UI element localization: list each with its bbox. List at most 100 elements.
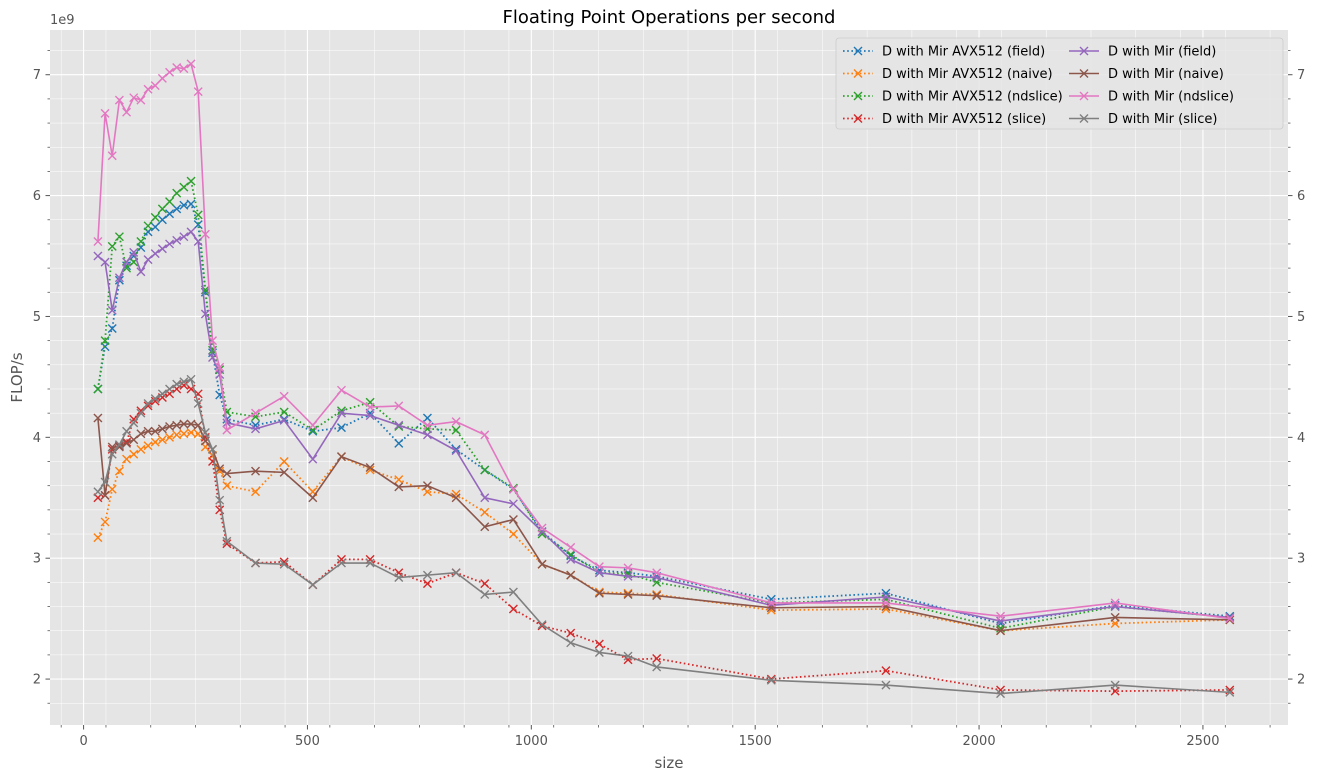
data-point: [100, 108, 110, 118]
data-point: [394, 573, 404, 583]
data-point: [537, 621, 547, 631]
data-point: [172, 204, 182, 214]
data-point: [200, 309, 210, 319]
data-point: [143, 426, 153, 436]
legend-label: D with Mir AVX512 (field): [882, 45, 1045, 60]
data-point: [93, 384, 103, 394]
data-point: [365, 402, 375, 412]
data-point: [150, 222, 160, 232]
data-point: [279, 467, 289, 477]
data-point: [136, 237, 146, 247]
data-point: [179, 200, 189, 210]
data-point: [165, 67, 175, 77]
data-point: [186, 176, 196, 186]
data-point: [308, 454, 318, 464]
y-tick-label-right: 2: [1297, 673, 1305, 688]
data-point: [193, 420, 203, 430]
data-point: [881, 680, 891, 690]
data-point: [215, 466, 225, 476]
data-point: [179, 377, 189, 387]
data-point: [336, 554, 346, 564]
data-point: [508, 499, 518, 509]
data-point: [179, 419, 189, 429]
y-tick-label: 2: [33, 673, 41, 688]
data-point: [451, 568, 461, 578]
series-7: [93, 59, 1235, 624]
data-point: [122, 438, 132, 448]
data-point: [1225, 614, 1235, 624]
data-point: [336, 558, 346, 568]
data-point: [451, 444, 461, 454]
data-point: [480, 430, 490, 440]
legend-item: D with Mir AVX512 (slice): [843, 112, 1046, 127]
y-axis-offset-label: 1e9: [50, 13, 75, 28]
data-point: [93, 533, 103, 543]
data-point: [537, 523, 547, 533]
data-point: [93, 413, 103, 423]
data-point: [107, 305, 117, 315]
data-point: [508, 484, 518, 494]
data-point: [222, 539, 232, 549]
data-point: [143, 441, 153, 451]
data-point: [165, 197, 175, 207]
y-tick-label: 5: [33, 310, 41, 325]
legend-marker: [853, 91, 863, 101]
y-axis-label: FLOP/s: [8, 352, 26, 402]
x-tick-label: 500: [295, 734, 320, 749]
data-point: [179, 182, 189, 192]
data-point: [1225, 687, 1235, 697]
data-point: [136, 406, 146, 416]
data-point: [193, 237, 203, 247]
data-point: [566, 638, 576, 648]
grid-layer: [50, 30, 1288, 725]
data-point: [136, 444, 146, 454]
data-point: [200, 428, 210, 437]
data-point: [107, 484, 117, 494]
data-point: [165, 432, 175, 442]
data-point: [251, 408, 261, 418]
y-tick-label-right: 3: [1297, 552, 1305, 567]
legend: D with Mir AVX512 (field) D with Mir AVX5…: [835, 37, 1284, 130]
data-point: [143, 401, 153, 411]
legend-item: D with Mir AVX512 (naive): [843, 67, 1053, 82]
data-point: [100, 490, 110, 500]
data-point: [157, 73, 167, 83]
data-point: [594, 587, 604, 597]
legend-item: D with Mir (ndslice): [1069, 90, 1234, 105]
data-point: [215, 369, 225, 379]
legend-item: D with Mir (slice): [1069, 112, 1217, 127]
data-point: [93, 237, 103, 247]
data-point: [881, 666, 891, 676]
y-tick-label: 3: [33, 552, 41, 567]
data-point: [566, 542, 576, 552]
data-point: [451, 417, 461, 427]
data-point: [881, 598, 891, 608]
data-point: [394, 420, 404, 430]
data-point: [172, 379, 182, 389]
data-point: [114, 442, 124, 452]
y-tick-label: 7: [33, 68, 41, 83]
data-point: [251, 424, 261, 434]
data-point: [308, 493, 318, 503]
data-point: [186, 59, 196, 69]
data-point: [143, 84, 153, 94]
series-2: [93, 428, 1235, 636]
data-point: [93, 251, 103, 261]
data-point: [251, 558, 261, 568]
data-point: [623, 563, 633, 573]
legend-marker: [1079, 114, 1089, 123]
y-tick-label: 4: [33, 431, 41, 446]
y-tick-label-right: 5: [1297, 310, 1305, 325]
data-point: [508, 529, 518, 539]
data-point: [251, 487, 261, 497]
data-point: [336, 452, 346, 462]
data-point: [157, 435, 167, 445]
data-point: [336, 423, 346, 433]
data-point: [129, 418, 139, 428]
data-point: [179, 232, 189, 242]
data-point: [365, 411, 375, 421]
legend-marker: [853, 46, 863, 56]
data-point: [594, 588, 604, 598]
data-point: [186, 428, 196, 437]
